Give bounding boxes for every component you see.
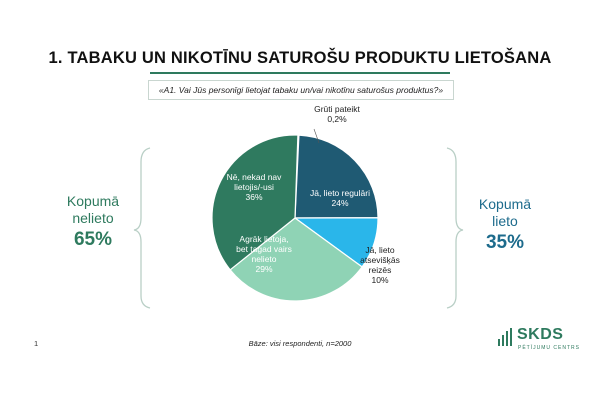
pie-slice-previously xyxy=(229,217,363,302)
slice-label-line: 0,2% xyxy=(327,114,347,124)
slice-label-line: lietojis/-usi xyxy=(234,182,274,192)
leader-line-dont-know xyxy=(313,128,320,144)
total-using-label1: Kopumā xyxy=(478,196,532,212)
slice-label-never: Nē, nekad nav lietojis/-usi 36% xyxy=(227,172,283,202)
slice-label-line: Grūti pateikt xyxy=(314,104,360,114)
slice-label-occasionally: Jā, lieto atsevišķās reizēs 10% xyxy=(360,245,400,285)
slide-title: 1. TABAKU UN NIKOTĪNU SATUROŠU PRODUKTU … xyxy=(48,49,552,67)
slice-label-line: Jā, lieto regulāri xyxy=(310,188,370,198)
slice-label-line: nelieto xyxy=(251,254,276,264)
slice-label-line: reizēs xyxy=(369,265,392,275)
total-not-using: Kopumā nelieto 65% xyxy=(58,193,128,250)
slice-label-dont-know: Grūti pateikt 0,2% xyxy=(314,104,360,124)
total-using-label2: lieto xyxy=(492,213,518,229)
slice-label-line: Nē, nekad nav xyxy=(227,172,283,182)
pie-slice-never xyxy=(211,134,299,271)
survey-question: «A1. Vai Jūs personīgi lietojat tabaku u… xyxy=(148,80,454,100)
left-bracket xyxy=(133,147,151,309)
logo-subtext: PĒTĪJUMU CENTRS xyxy=(518,345,580,351)
base-note: Bāze: visi respondenti, n=2000 xyxy=(248,339,352,348)
slice-label-line: atsevišķās xyxy=(360,255,400,265)
slice-label-line: Jā, lieto xyxy=(365,245,395,255)
pie-slice-regularly xyxy=(294,134,379,219)
total-using-value: 35% xyxy=(485,232,525,253)
slice-label-previously: Agrāk lietoja, bet tagad vairs nelieto 29% xyxy=(236,234,292,274)
skds-logo: SKDS PĒTĪJUMU CENTRS xyxy=(497,326,587,356)
bar-chart-icon xyxy=(498,328,512,346)
total-using: Kopumā lieto 35% xyxy=(470,196,540,253)
slice-label-line: 36% xyxy=(245,192,262,202)
logo-text: SKDS xyxy=(517,326,564,343)
slice-label-line: Agrāk lietoja, xyxy=(239,234,288,244)
slice-label-line: 29% xyxy=(255,264,272,274)
total-not-using-label1: Kopumā xyxy=(66,193,120,209)
title-underline xyxy=(150,72,450,74)
slice-label-regularly: Jā, lieto regulāri 24% xyxy=(310,188,370,208)
right-bracket xyxy=(446,147,464,309)
slice-label-line: 10% xyxy=(371,275,388,285)
page-number: 1 xyxy=(34,339,39,348)
slice-label-line: bet tagad vairs xyxy=(236,244,292,254)
total-not-using-label2: nelieto xyxy=(72,210,114,226)
total-not-using-value: 65% xyxy=(73,229,113,250)
slice-label-line: 24% xyxy=(331,198,348,208)
